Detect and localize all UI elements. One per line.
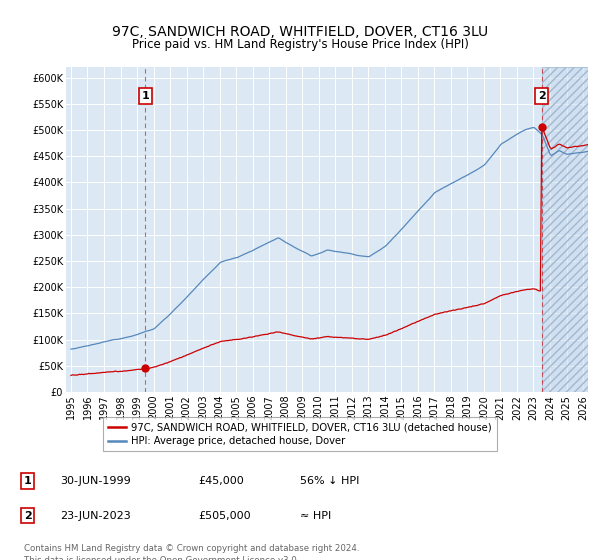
- Text: 97C, SANDWICH ROAD, WHITFIELD, DOVER, CT16 3LU: 97C, SANDWICH ROAD, WHITFIELD, DOVER, CT…: [112, 25, 488, 39]
- Text: 2: 2: [23, 511, 31, 521]
- Text: 2: 2: [538, 91, 545, 101]
- Text: 1: 1: [142, 91, 149, 101]
- Text: Contains HM Land Registry data © Crown copyright and database right 2024.
This d: Contains HM Land Registry data © Crown c…: [24, 544, 359, 560]
- Bar: [542, 67, 588, 392]
- Text: Price paid vs. HM Land Registry's House Price Index (HPI): Price paid vs. HM Land Registry's House …: [131, 38, 469, 51]
- Text: 56% ↓ HPI: 56% ↓ HPI: [300, 476, 359, 486]
- Legend: 97C, SANDWICH ROAD, WHITFIELD, DOVER, CT16 3LU (detached house), HPI: Average pr: 97C, SANDWICH ROAD, WHITFIELD, DOVER, CT…: [103, 417, 497, 451]
- Text: 1: 1: [23, 476, 31, 486]
- Text: ≈ HPI: ≈ HPI: [300, 511, 331, 521]
- Text: 30-JUN-1999: 30-JUN-1999: [60, 476, 131, 486]
- Text: £45,000: £45,000: [199, 476, 244, 486]
- Text: 23-JUN-2023: 23-JUN-2023: [60, 511, 131, 521]
- Text: £505,000: £505,000: [199, 511, 251, 521]
- Bar: [542, 67, 588, 392]
